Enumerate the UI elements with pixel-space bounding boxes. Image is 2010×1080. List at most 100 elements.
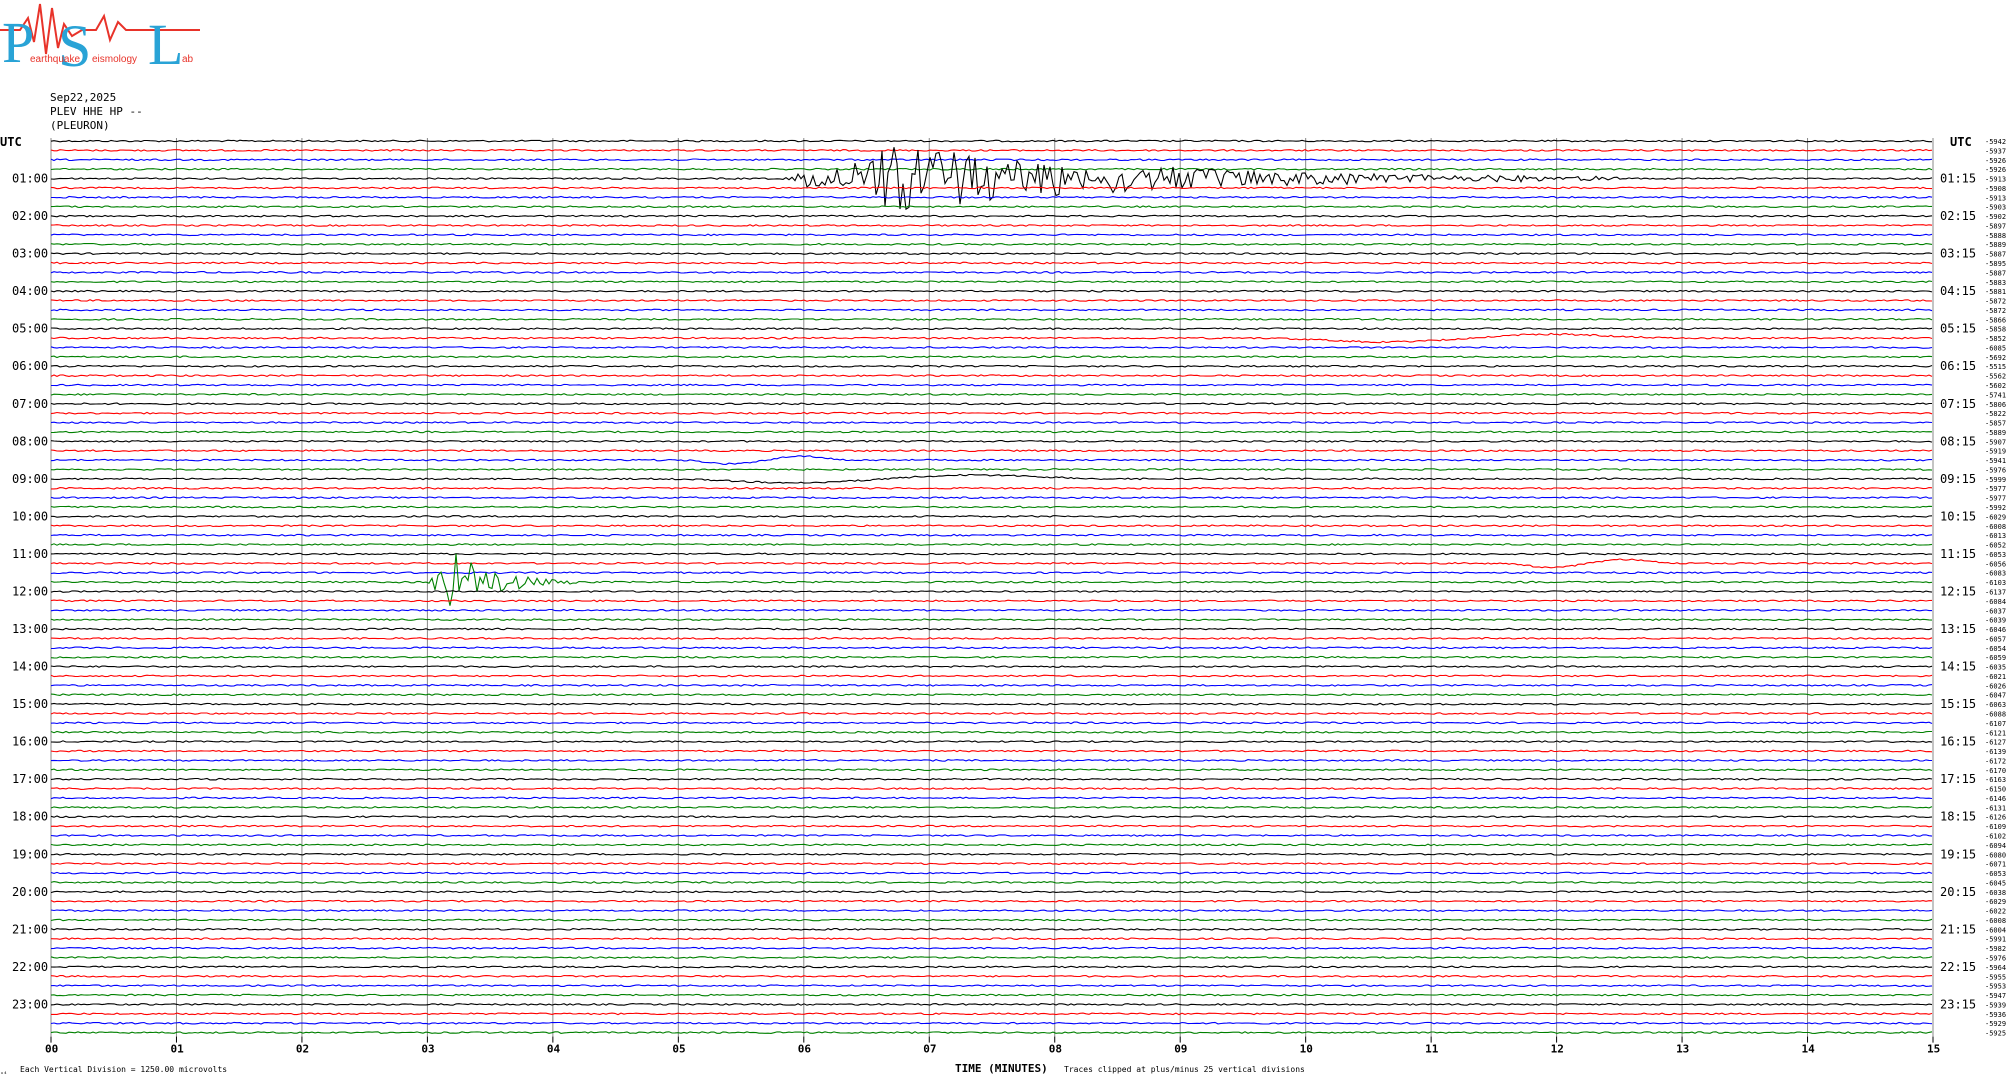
psl-logo: P S L earthquake eismology ab	[0, 3, 200, 79]
left-hour-label: 04:00	[12, 284, 48, 298]
trace-line	[50, 1021, 1933, 1025]
left-hour-label: 03:00	[12, 247, 48, 261]
baseline-value: -6035	[1985, 664, 2006, 672]
trace-line	[50, 411, 1933, 415]
trace-line	[50, 280, 1933, 284]
trace-line	[51, 486, 1933, 490]
trace-line	[50, 289, 1933, 293]
left-hour-label: 02:00	[12, 209, 48, 223]
right-hour-label: 05:15	[1940, 322, 1976, 336]
baseline-value: -6039	[1985, 617, 2006, 625]
baseline-value: -5926	[1985, 157, 2006, 165]
trace-line	[50, 984, 1933, 987]
left-hour-label: 16:00	[12, 735, 48, 749]
trace-line	[50, 327, 1933, 331]
trace-line	[50, 590, 1933, 593]
trace-line	[50, 496, 1933, 500]
x-tick-labels: 00 01 02 03 04 05 06 07 08 09 10 11 12 13 14 15	[45, 1036, 1940, 1056]
baseline-value: -5852	[1985, 335, 2006, 343]
baseline-value: -6008	[1985, 917, 2006, 925]
baseline-value: -5926	[1985, 166, 2006, 174]
baseline-value: -5919	[1985, 448, 2006, 456]
trace-line	[50, 1031, 1933, 1035]
baseline-value: -5895	[1985, 260, 2006, 268]
right-hour-label: 02:15	[1940, 209, 1976, 223]
x-tick-label: 02	[296, 1043, 309, 1056]
baseline-value: -5897	[1985, 222, 2006, 230]
baseline-value: -6150	[1985, 786, 2006, 794]
trace-line	[50, 543, 1933, 546]
trace-line	[50, 261, 1933, 265]
trace-line	[50, 881, 1932, 884]
trace-line	[50, 473, 1933, 484]
trace-line	[50, 317, 1933, 321]
baseline-value: -5955	[1985, 973, 2006, 981]
trace-line	[50, 852, 1932, 856]
trace-line	[50, 758, 1933, 762]
right-hour-label: 22:15	[1940, 960, 1976, 974]
trace-line	[50, 308, 1933, 312]
trace-line	[50, 834, 1933, 837]
baseline-value: -5939	[1985, 1001, 2006, 1009]
baseline-value: -5872	[1985, 307, 2006, 315]
right-hour-label: 17:15	[1940, 772, 1976, 786]
left-hour-label: 10:00	[12, 509, 48, 523]
baseline-value: -5902	[1985, 213, 2006, 221]
baseline-value: -5883	[1985, 279, 2006, 287]
left-hour-label: 21:00	[12, 922, 48, 936]
baseline-value: -5889	[1985, 241, 2006, 249]
trace-line	[51, 787, 1933, 791]
trace-line	[50, 439, 1933, 443]
logo-letter-p: P	[2, 10, 34, 75]
trace-line	[50, 655, 1933, 659]
baseline-value: -6107	[1985, 720, 2006, 728]
x-tick-label: 00	[45, 1043, 58, 1056]
baseline-value: -6057	[1985, 635, 2006, 643]
baseline-value: -6139	[1985, 748, 2006, 756]
logo-letter-s: S	[58, 13, 91, 79]
trace-line	[50, 374, 1933, 378]
trace-line	[50, 890, 1933, 894]
trace-line	[50, 721, 1933, 725]
trace-line	[50, 599, 1933, 603]
baseline-value: -5947	[1985, 992, 2006, 1000]
baseline-value: -5977	[1985, 495, 2006, 503]
baseline-value: -6056	[1985, 560, 2006, 568]
baseline-value: -5887	[1985, 251, 2006, 259]
baseline-value: -5982	[1985, 945, 2006, 953]
trace-line	[50, 515, 1933, 518]
baseline-value: -6094	[1985, 842, 2006, 850]
trace-line	[50, 505, 1933, 509]
baseline-value: -5999	[1985, 476, 2006, 484]
x-tick-label: 07	[923, 1043, 936, 1056]
right-hour-label: 10:15	[1940, 509, 1976, 523]
logo-word-2: eismology	[92, 54, 137, 65]
footer-division-note: Each Vertical Division = 1250.00 microvo…	[20, 1065, 227, 1074]
trace-line	[50, 824, 1933, 828]
baseline-value: -6172	[1985, 757, 2006, 765]
left-hour-label: 18:00	[12, 810, 48, 824]
baseline-value: -6102	[1985, 832, 2006, 840]
baseline-value: -5602	[1985, 382, 2006, 390]
baseline-value: -5913	[1985, 194, 2006, 202]
baseline-value: -5908	[1985, 185, 2006, 193]
trace-line	[50, 147, 1933, 211]
baseline-value: -6045	[1985, 879, 2006, 887]
baseline-value: -5858	[1985, 326, 2006, 334]
trace-line	[50, 270, 1933, 274]
trace-line	[50, 768, 1933, 772]
trace-line	[50, 553, 1933, 606]
baseline-value: -6022	[1985, 908, 2006, 916]
right-hour-label: 21:15	[1940, 922, 1976, 936]
logo-word-1: earthquake	[30, 54, 80, 65]
baseline-value: -6103	[1985, 579, 2006, 587]
baseline-value: -6080	[1985, 851, 2006, 859]
right-hour-label: 18:15	[1940, 810, 1976, 824]
x-tick-label: 09	[1174, 1043, 1187, 1056]
baseline-value: -6052	[1985, 542, 2006, 550]
trace-line	[51, 383, 1933, 387]
left-hour-label: 01:00	[12, 172, 48, 186]
baseline-value: -5941	[1985, 457, 2006, 465]
trace-line	[50, 148, 1933, 152]
left-hour-label: 17:00	[12, 772, 48, 786]
